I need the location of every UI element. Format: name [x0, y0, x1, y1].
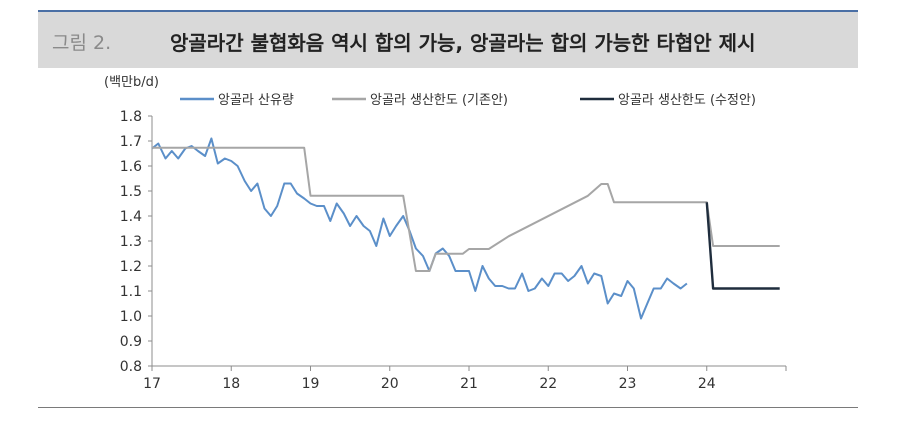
x-tick-label: 17 [143, 376, 161, 392]
legend-label-1: 앙골라 산유량 [218, 93, 294, 108]
series-line-3 [705, 202, 780, 290]
y-tick-label: 1.3 [120, 234, 142, 250]
legend: 앙골라 산유량 앙골라 생산한도 (기존안) 앙골라 생산한도 (수정안) [180, 93, 756, 108]
figure-title: 앙골라간 불협화음 역시 합의 가능, 앙골라는 합의 가능한 타협안 제시 [170, 31, 756, 55]
y-tick-label: 0.9 [120, 334, 142, 350]
axes: 1.8 1.7 1.6 1.5 1.4 1.3 1.2 1.1 1.0 0.9 0.817 18 19 2… [120, 109, 787, 392]
legend-label-2: 앙골라 생산한도 (기존안) [370, 93, 508, 108]
y-tick-label: 1.7 [120, 134, 142, 150]
y-tick-label: 1.1 [120, 284, 142, 300]
y-unit-label: (백만b/d) [104, 75, 159, 90]
series-line-1 [151, 137, 688, 320]
y-tick-label: 1.5 [120, 184, 142, 200]
x-tick-label: 20 [381, 376, 399, 392]
y-tick-label: 1.0 [120, 309, 142, 325]
x-tick-label: 24 [698, 376, 716, 392]
x-tick-label: 21 [460, 376, 478, 392]
x-tick-label: 22 [539, 376, 557, 392]
series-line-2 [152, 146, 780, 272]
x-tick-label: 19 [302, 376, 320, 392]
chart-area: (백만b/d) 앙골라 산유량 앙골라 생산한도 (기존안) 앙골라 생산한도 (수… [0, 70, 906, 410]
legend-label-3: 앙골라 생산한도 (수정안) [618, 93, 756, 108]
x-tick-label: 18 [222, 376, 240, 392]
x-tick-label: 23 [619, 376, 637, 392]
y-tick-label: 1.6 [120, 159, 142, 175]
y-tick-label: 1.2 [120, 259, 142, 275]
title-bar: 그림 2. 앙골라간 불협화음 역시 합의 가능, 앙골라는 합의 가능한 타협… [38, 10, 858, 68]
y-tick-label: 1.4 [120, 209, 142, 225]
bottom-divider [38, 407, 858, 408]
series-layer [151, 137, 780, 320]
y-tick-label: 1.8 [120, 109, 142, 125]
line-chart: (백만b/d) 앙골라 산유량 앙골라 생산한도 (기존안) 앙골라 생산한도 (수… [104, 75, 787, 392]
figure-label: 그림 2. [52, 32, 112, 54]
y-tick-label: 0.8 [120, 359, 142, 375]
